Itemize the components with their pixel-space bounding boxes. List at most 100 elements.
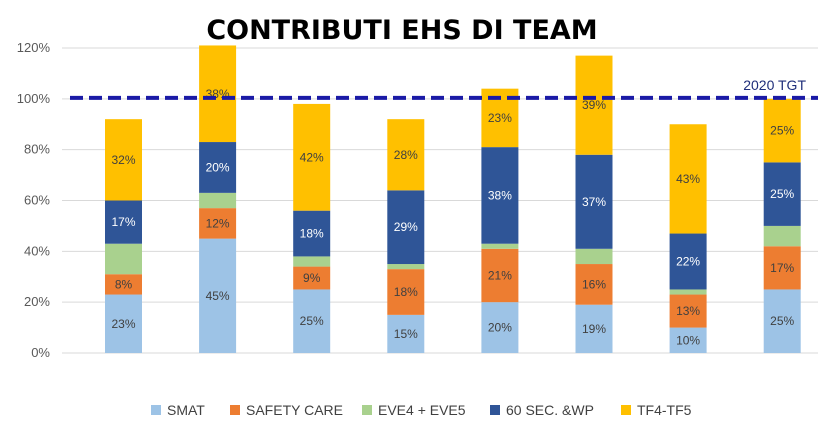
- bar-segment: [105, 243, 142, 275]
- bar-segment: [199, 238, 237, 353]
- target-line-label: 2020 TGT: [743, 77, 806, 93]
- bar-segment: [199, 45, 237, 143]
- bar-segment: [669, 327, 707, 353]
- data-label: 37%: [582, 195, 606, 209]
- data-label: 23%: [111, 317, 135, 331]
- y-tick-label: 40%: [24, 243, 50, 258]
- data-label: 32%: [111, 153, 135, 167]
- bar-segment: [293, 289, 331, 353]
- bar-segment: [387, 314, 425, 353]
- bar-segment: [293, 266, 331, 290]
- bar-segment: [575, 264, 613, 305]
- legend-item: TF4-TF5: [621, 402, 692, 418]
- data-label: 42%: [300, 150, 324, 164]
- bar-stacks: [105, 45, 801, 353]
- data-label: 9%: [303, 271, 321, 285]
- data-label: 16%: [582, 277, 606, 291]
- legend-swatch: [490, 405, 500, 415]
- bar-segment: [669, 124, 707, 234]
- bar-segment: [481, 248, 519, 303]
- legend-swatch: [362, 405, 372, 415]
- bar-segment: [387, 269, 425, 315]
- data-label: 25%: [770, 187, 794, 201]
- legend-label: SAFETY CARE: [246, 402, 343, 418]
- bar-segment: [293, 210, 331, 257]
- data-label: 10%: [676, 333, 700, 347]
- data-label: 39%: [582, 98, 606, 112]
- bar-segment: [481, 147, 519, 244]
- legend-swatch: [151, 405, 161, 415]
- data-label: 8%: [115, 277, 133, 291]
- bar-segment: [105, 274, 142, 295]
- bar-segment: [105, 294, 142, 353]
- bar-segment: [575, 55, 613, 155]
- data-label: 19%: [582, 322, 606, 336]
- bar-segment: [669, 289, 707, 295]
- bar-segment: [669, 294, 707, 328]
- bar-segment: [199, 142, 237, 193]
- data-label: 45%: [206, 289, 230, 303]
- bar-segment: [575, 154, 613, 249]
- legend: SMAT SAFETY CARE EVE4 + EVE5 60 SEC. &WP TF4…: [151, 402, 692, 418]
- legend-item: SAFETY CARE: [230, 402, 343, 418]
- bar-segment: [763, 246, 801, 290]
- bar-segment: [669, 233, 707, 290]
- data-label: 18%: [394, 285, 418, 299]
- data-label: 15%: [394, 327, 418, 341]
- bar-segment: [105, 200, 142, 244]
- data-label: 23%: [488, 111, 512, 125]
- bar-segment: [387, 119, 425, 191]
- data-label: 29%: [394, 220, 418, 234]
- bar-segment: [293, 256, 331, 267]
- data-label: 22%: [676, 255, 700, 269]
- data-label: 17%: [111, 215, 135, 229]
- data-label: 25%: [300, 314, 324, 328]
- legend-swatch: [621, 405, 631, 415]
- data-labels: 23% 8% 17% 32% 45% 12% 20% 38% 25% 9% 18% 42% 15% 18%…: [111, 87, 794, 348]
- bar-segment: [763, 225, 801, 247]
- data-label: 20%: [488, 321, 512, 335]
- legend-item: SMAT: [151, 402, 205, 418]
- y-tick-label: 100%: [17, 91, 51, 106]
- data-label: 13%: [676, 304, 700, 318]
- bar-segment: [575, 248, 613, 265]
- target-line-group: 2020 TGT: [70, 77, 818, 100]
- y-tick-label: 0%: [31, 345, 50, 360]
- legend-item: 60 SEC. &WP: [490, 402, 594, 418]
- bar-segment: [763, 98, 801, 163]
- legend-item: EVE4 + EVE5: [362, 402, 466, 418]
- data-label: 12%: [206, 216, 230, 230]
- y-tick-label: 120%: [17, 40, 51, 55]
- y-tick-label: 80%: [24, 142, 50, 157]
- bar-segment: [199, 192, 237, 209]
- legend-label: 60 SEC. &WP: [506, 402, 594, 418]
- data-label: 18%: [300, 227, 324, 241]
- data-label: 25%: [770, 124, 794, 138]
- data-label: 25%: [770, 314, 794, 328]
- bar-segment: [293, 103, 331, 211]
- y-axis-tick-labels: 0% 20% 40% 60% 80% 100% 120%: [17, 40, 51, 360]
- y-tick-label: 60%: [24, 193, 50, 208]
- data-label: 28%: [394, 148, 418, 162]
- data-label: 38%: [488, 188, 512, 202]
- y-tick-label: 20%: [24, 294, 50, 309]
- bar-segment: [387, 190, 425, 265]
- bar-segment: [481, 302, 519, 353]
- legend-swatch: [230, 405, 240, 415]
- bar-segment: [763, 162, 801, 226]
- data-label: 21%: [488, 268, 512, 282]
- bar-segment: [199, 208, 237, 239]
- data-label: 43%: [676, 172, 700, 186]
- legend-label: EVE4 + EVE5: [378, 402, 466, 418]
- legend-label: SMAT: [167, 402, 205, 418]
- bar-segment: [763, 289, 801, 353]
- data-label: 17%: [770, 261, 794, 275]
- data-label: 20%: [206, 160, 230, 174]
- bar-segment: [575, 304, 613, 353]
- legend-label: TF4-TF5: [637, 402, 692, 418]
- chart-title: CONTRIBUTI EHS DI TEAM: [206, 15, 597, 46]
- bar-segment: [105, 119, 142, 201]
- bar-segment: [387, 264, 425, 270]
